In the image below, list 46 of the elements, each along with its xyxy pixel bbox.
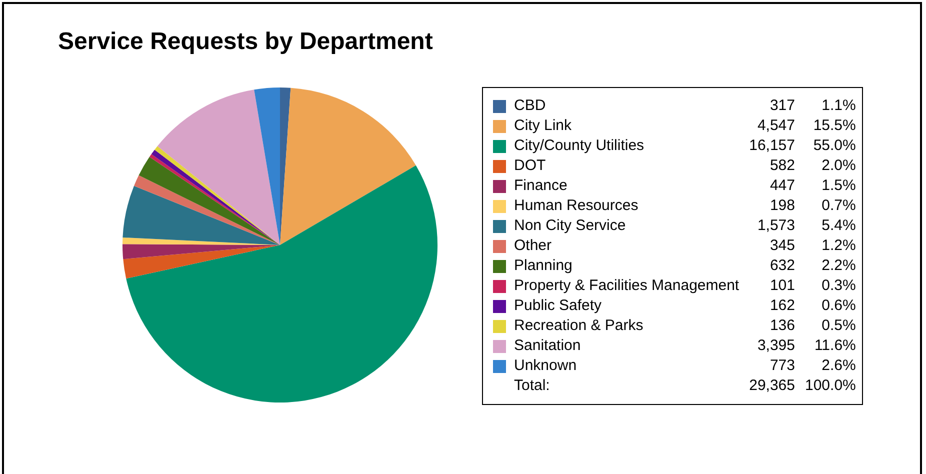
legend-label: Sanitation xyxy=(514,336,582,356)
legend-label: Human Resources xyxy=(514,196,640,216)
text: 29,365 xyxy=(749,377,795,394)
text: 15.5% xyxy=(813,117,856,134)
text: 0.7% xyxy=(822,197,856,214)
text: 0.5% xyxy=(822,317,856,334)
legend-label: Public Safety xyxy=(514,296,603,316)
data-label: 101 xyxy=(768,276,795,296)
legend-label: City/County Utilities xyxy=(514,136,646,156)
legend-label: Non City Service xyxy=(514,216,627,236)
legend-label: City Link xyxy=(514,116,573,136)
data-label: 773 xyxy=(768,356,795,376)
data-label: 136 xyxy=(768,316,795,336)
data-label: 162 xyxy=(768,296,795,316)
chart-title: Service Requests by Department xyxy=(58,28,433,56)
data-label: 4,547 xyxy=(756,116,795,136)
text: 1.5% xyxy=(822,177,856,194)
data-label: 1,573 xyxy=(756,216,795,236)
text: 2.6% xyxy=(822,357,856,374)
legend-label: Finance xyxy=(514,176,568,196)
legend-label: CBD xyxy=(514,96,547,116)
text: 2.0% xyxy=(822,157,856,174)
legend-label: Recreation & Parks xyxy=(514,316,644,336)
text: 1.2% xyxy=(822,237,856,254)
text: Total: xyxy=(514,376,551,396)
text: 11.6% xyxy=(814,337,856,354)
text: 100.0% xyxy=(805,377,856,394)
text: 5.4% xyxy=(822,217,856,234)
legend-label: Property & Facilities Management xyxy=(514,276,740,296)
data-label: 198 xyxy=(768,196,795,216)
text: 1.1% xyxy=(822,97,856,114)
data-label: 447 xyxy=(768,176,795,196)
legend-label: DOT xyxy=(514,156,547,176)
text: 2.2% xyxy=(822,257,856,274)
text: 55.0% xyxy=(813,137,856,154)
data-label: 345 xyxy=(768,236,795,256)
data-label: 16,157 xyxy=(748,136,795,156)
text: 0.3% xyxy=(822,277,856,294)
data-label: 3,395 xyxy=(756,336,795,356)
legend-label: Planning xyxy=(514,256,574,276)
legend-label: Unknown xyxy=(514,356,578,376)
text: 0.6% xyxy=(822,297,856,314)
data-label: 632 xyxy=(768,256,795,276)
legend-label: Other xyxy=(514,236,553,256)
data-label: 582 xyxy=(768,156,795,176)
data-label: 317 xyxy=(768,96,795,116)
